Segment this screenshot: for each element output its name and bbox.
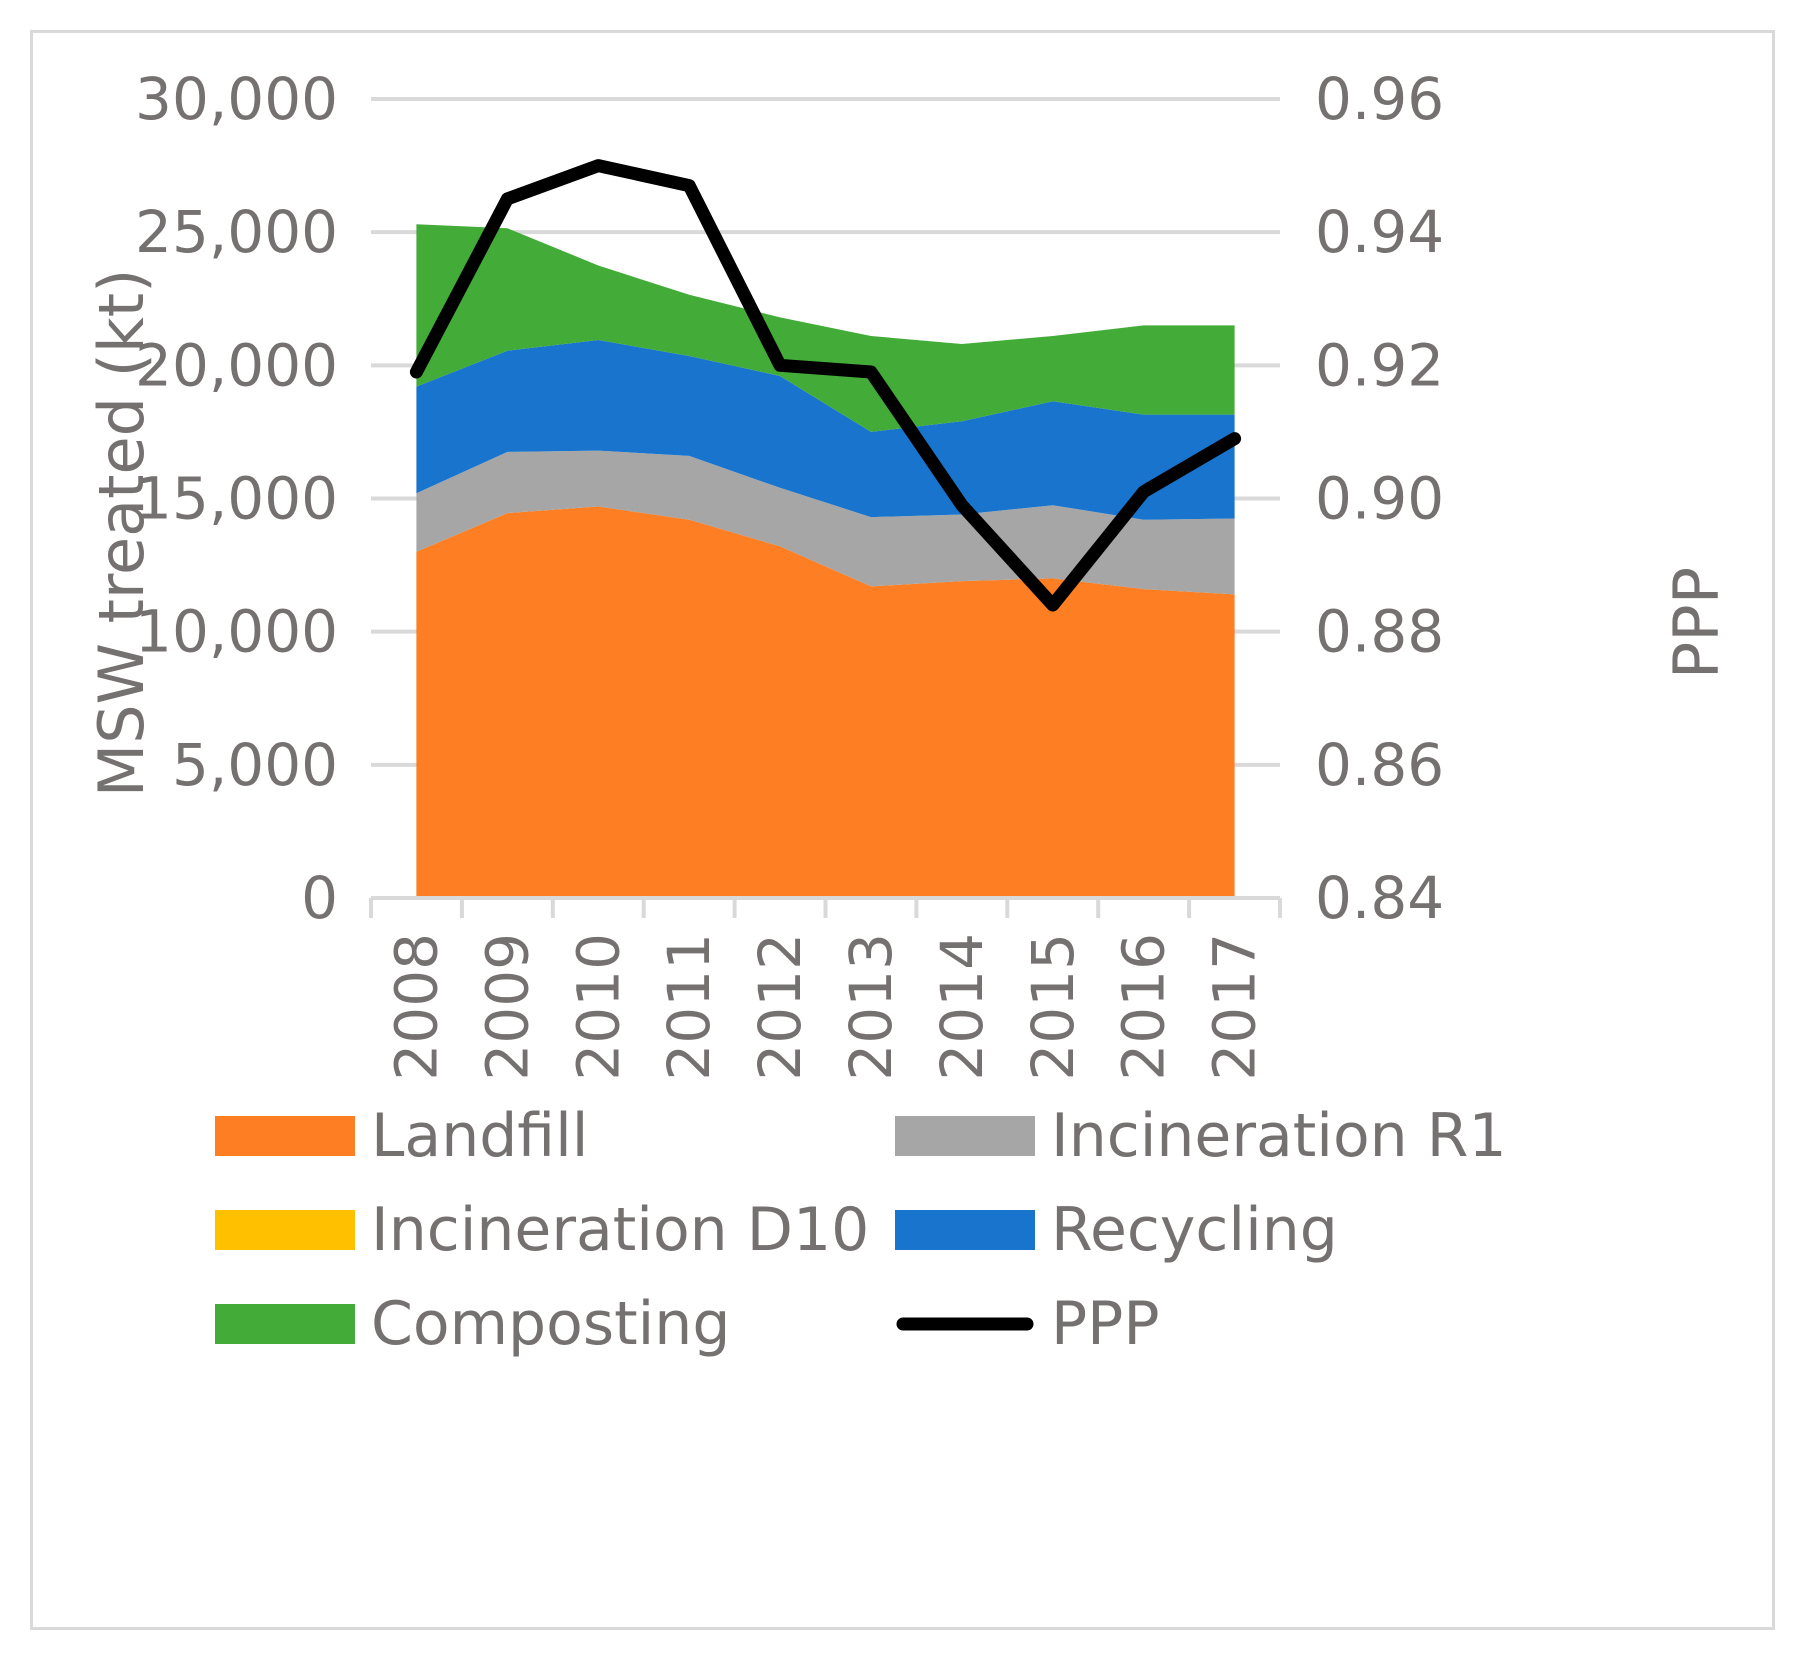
x-tick-label: 2013 [837,933,905,1081]
stacked-areas [416,224,1235,898]
legend-label: Recycling [1051,1195,1338,1265]
left-tick-label: 30,000 [135,65,338,133]
ppp-line [409,159,1242,612]
legend-swatch [895,1210,1035,1250]
right-tick-label: 0.94 [1315,198,1444,266]
x-tick-label: 2015 [1019,933,1087,1081]
legend-label: Composting [371,1289,730,1359]
left-tick-label: 20,000 [135,331,338,399]
x-tick-label: 2011 [655,933,723,1081]
x-axis: 2008 2009 2010 2011 2012 2013 2014 2015 2016 2017 [369,896,1282,1081]
legend-item-incineration-d10: Incineration D10 [215,1195,869,1265]
right-tick-label: 0.96 [1315,65,1444,133]
right-tick-label: 0.90 [1315,465,1444,533]
right-tick-label: 0.88 [1315,598,1444,666]
ppp-line-layer [409,159,1242,612]
left-tick-label: 15,000 [135,465,338,533]
x-tick-label: 2012 [746,933,814,1081]
legend-swatch [215,1304,355,1344]
area-incineration-r1 [416,450,1235,595]
x-tick-label: 2009 [473,933,541,1081]
left-tick-label: 5,000 [172,731,338,799]
right-tick-label: 0.86 [1315,731,1444,799]
area-landfill [416,506,1235,898]
area-composting [416,224,1235,432]
left-tick-label: 10,000 [135,598,338,666]
x-tick-label: 2014 [928,933,996,1081]
right-axis-ticks: 0.84 0.86 0.88 0.90 0.92 0.94 0.96 [1315,65,1444,932]
x-tick-label: 2016 [1110,933,1178,1081]
legend-item-ppp: PPP [896,1289,1160,1359]
legend-swatch [895,1116,1035,1156]
legend-label: Incineration R1 [1051,1101,1507,1171]
right-tick-label: 0.92 [1315,331,1444,399]
left-tick-label: 25,000 [135,198,338,266]
left-axis-title: MSW treated (kt) [85,269,158,798]
left-tick-label: 0 [301,864,338,932]
legend-item-incineration-r1: Incineration R1 [895,1101,1507,1171]
area-recycling [416,340,1235,520]
right-axis-title: PPP [1660,567,1733,679]
x-tick-label: 2008 [382,933,450,1081]
chart-svg: 2008 2009 2010 2011 2012 2013 2014 2015 2016 2017… [85,65,1733,1359]
legend-swatch [215,1116,355,1156]
legend-item-composting: Composting [215,1289,730,1359]
right-tick-label: 0.84 [1315,864,1444,932]
left-axis-ticks: 0 5,000 10,000 15,000 20,000 25,000 30,000 [135,65,338,932]
chart-frame: 2008 2009 2010 2011 2012 2013 2014 2015 2016 2017… [30,30,1775,1630]
x-tick-label: 2017 [1201,933,1269,1081]
legend-label: PPP [1051,1289,1160,1359]
legend: Landfill Incineration R1 Incineration D10 R… [215,1101,1507,1359]
legend-item-landfill: Landfill [215,1101,588,1171]
legend-swatch [215,1210,355,1250]
legend-label: Landfill [371,1101,588,1171]
legend-item-recycling: Recycling [895,1195,1338,1265]
legend-label: Incineration D10 [371,1195,869,1265]
x-tick-label: 2010 [564,933,632,1081]
